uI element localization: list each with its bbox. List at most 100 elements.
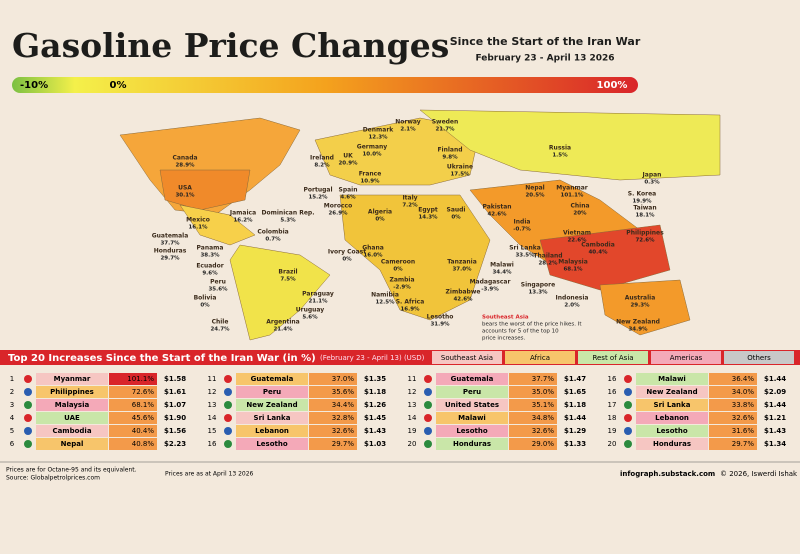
country-cell — [436, 373, 508, 385]
percent: 101.1% — [127, 375, 154, 383]
flag — [24, 414, 32, 422]
country-value: 35.6% — [208, 287, 228, 293]
country-value: 16.2% — [233, 218, 253, 224]
country-name: Italy — [402, 195, 417, 202]
country-value: 10.9% — [360, 179, 380, 185]
country-name: Mexico — [186, 217, 210, 224]
country: UAE — [64, 414, 80, 422]
country-value: 20.9% — [338, 161, 358, 167]
country-cell — [36, 386, 108, 398]
percent-cell — [109, 438, 157, 450]
country-value: 34.9% — [628, 327, 648, 333]
country: Peru — [463, 388, 481, 396]
country-name: Japan — [642, 172, 662, 179]
country-name: Chile — [212, 319, 229, 326]
flag — [224, 427, 232, 435]
country-name: Madagascar — [470, 279, 511, 286]
percent: 31.6% — [732, 427, 755, 435]
country-value: -3.9% — [481, 287, 499, 293]
world-map — [119, 109, 721, 341]
country-name: Denmark — [363, 127, 395, 134]
country-cell — [436, 425, 508, 437]
percent-cell — [709, 386, 757, 398]
percent-cell — [709, 399, 757, 411]
country-name: Saudi — [447, 207, 466, 214]
percent-cell — [709, 412, 757, 424]
flag — [624, 388, 632, 396]
percent: 32.8% — [332, 414, 355, 422]
percent: 35.0% — [532, 388, 555, 396]
country-name: Morocco — [324, 203, 352, 210]
legend-label: Southeast Asia — [441, 354, 493, 362]
percent: 45.6% — [132, 414, 155, 422]
country-value: 19.9% — [632, 199, 652, 205]
legend-swatch — [505, 351, 575, 364]
rank: 19 — [408, 427, 417, 435]
percent: 36.4% — [732, 375, 755, 383]
country-value: 33.5% — [515, 253, 535, 259]
country-value: 0% — [451, 215, 461, 221]
country-value: 12.5% — [375, 300, 395, 306]
price: $1.07 — [164, 401, 186, 409]
country-value: 1.5% — [552, 153, 568, 159]
rank: 16 — [608, 388, 617, 396]
flag — [224, 388, 232, 396]
percent-cell — [109, 425, 157, 437]
website: infograph.substack.com — [620, 470, 715, 478]
country-value: 29.7% — [160, 256, 180, 262]
country-cell — [236, 399, 308, 411]
price: $1.35 — [364, 375, 386, 383]
flag — [224, 440, 232, 448]
annotation-text: price increases. — [482, 336, 525, 342]
price: $1.56 — [164, 427, 186, 435]
flag — [624, 375, 632, 383]
country-value: 16.9% — [400, 307, 420, 313]
country: Malaysia — [55, 401, 90, 409]
country-value: 5.3% — [280, 218, 296, 224]
country-name: New Zealand — [616, 319, 660, 326]
country-value: 22.6% — [567, 238, 587, 244]
percent-cell — [109, 399, 157, 411]
price: $1.45 — [364, 414, 386, 422]
country: Guatemala — [451, 375, 494, 383]
country-value: 42.6% — [487, 212, 507, 218]
flag — [424, 427, 432, 435]
country-name: Finland — [437, 147, 462, 154]
annotation-box — [480, 312, 578, 346]
flag — [424, 414, 432, 422]
rank: 12 — [408, 388, 417, 396]
country-name: Brazil — [278, 269, 297, 276]
country-cell — [436, 386, 508, 398]
price: $1.29 — [564, 427, 586, 435]
country-value: 0% — [342, 257, 352, 263]
country-value: 40.4% — [588, 250, 608, 256]
country-name: Ireland — [310, 155, 334, 162]
price: $1.61 — [164, 388, 186, 396]
country-value: 29.3% — [630, 303, 650, 309]
country: Philippines — [50, 388, 94, 396]
price: $1.58 — [164, 375, 186, 383]
country-name: Dominican Rep. — [262, 210, 315, 217]
country-value: 28.9% — [175, 163, 195, 169]
percent: 32.6% — [332, 427, 355, 435]
country-name: Namibia — [371, 292, 399, 299]
country-name: Ukraine — [447, 164, 473, 171]
price: $1.65 — [564, 388, 586, 396]
percent-cell — [309, 399, 357, 411]
country: Peru — [263, 388, 281, 396]
country-name: UK — [343, 153, 353, 160]
country-value: 17.5% — [450, 172, 470, 178]
rank: 15 — [208, 427, 217, 435]
percent: 34.0% — [732, 388, 755, 396]
country: Guatemala — [251, 375, 294, 383]
country-value: 68.1% — [563, 267, 583, 273]
country-cell — [636, 412, 708, 424]
country-name: Malaysia — [558, 259, 588, 266]
flag — [424, 401, 432, 409]
country: Honduras — [453, 440, 491, 448]
percent-cell — [509, 373, 557, 385]
flag — [24, 388, 32, 396]
country-value: 10.0% — [362, 152, 382, 158]
country: Lebanon — [655, 414, 689, 422]
price: $1.43 — [764, 427, 786, 435]
